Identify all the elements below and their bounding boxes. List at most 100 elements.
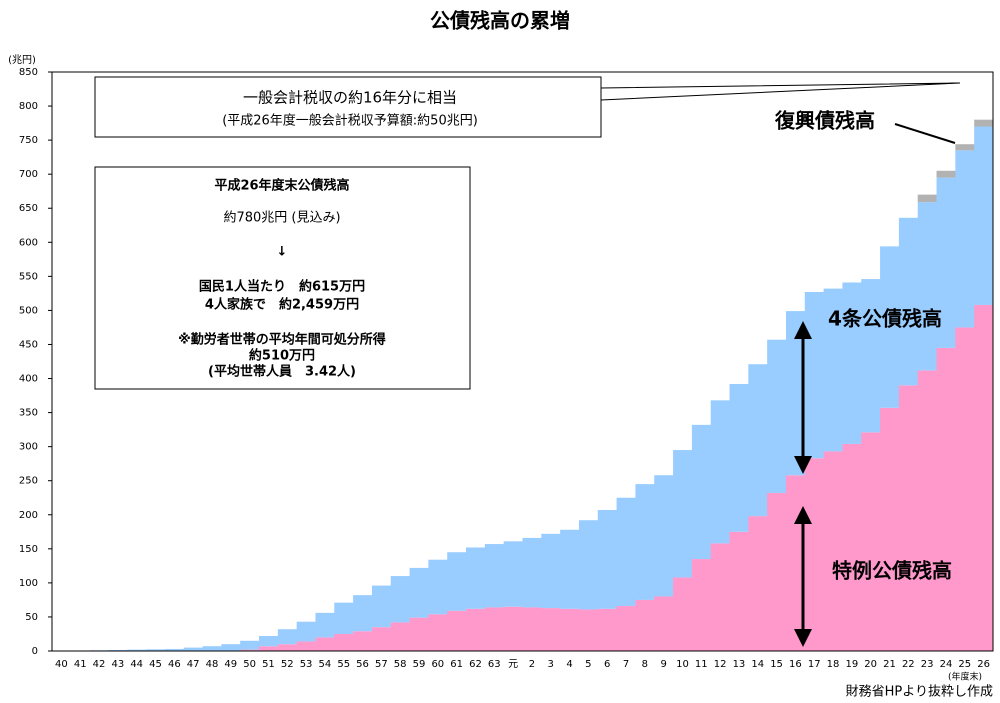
annotation: 約780兆円 (見込み) <box>223 211 340 226</box>
bar-segment <box>974 126 994 305</box>
bar-segment <box>673 577 693 651</box>
bar-segment <box>541 533 561 609</box>
bar-segment <box>748 516 768 651</box>
annotation: (平均世帯人員 3.42人) <box>208 364 356 380</box>
y-tick-label: 550 <box>19 271 38 282</box>
annotation-box <box>94 76 602 138</box>
bar-segment <box>804 292 825 459</box>
bar-segment <box>767 339 787 493</box>
bar-segment <box>861 432 881 651</box>
annotation: ※勤労者世帯の平均年間可処分所得 <box>178 332 386 348</box>
bar-segment <box>409 567 429 618</box>
x-tick-label: 8 <box>642 659 648 670</box>
y-tick-label: 300 <box>19 442 38 453</box>
bar-segment <box>296 621 316 642</box>
x-tick-label: 26 <box>977 659 990 670</box>
annotation: (平成26年度一般会計税収予算額:約50兆円) <box>222 113 478 129</box>
y-tick-label: 200 <box>19 510 38 521</box>
bar-segment <box>917 370 938 651</box>
bar-segment <box>691 424 712 560</box>
bar-segment <box>259 646 279 651</box>
y-tick-label: 250 <box>19 476 38 487</box>
x-tick-label: 52 <box>281 659 294 670</box>
bar-segment <box>597 509 618 609</box>
x-tick-label: 22 <box>902 659 915 670</box>
bar-segment <box>164 648 185 651</box>
bar-segment <box>578 609 599 651</box>
series-label: 復興債残高 <box>774 109 875 133</box>
bar-segment <box>654 596 674 651</box>
bar-segment <box>917 202 938 371</box>
bar-segment <box>616 497 636 607</box>
y-tick-label: 700 <box>19 169 38 180</box>
x-tick-label: 6 <box>604 659 610 670</box>
x-tick-label: 17 <box>808 659 821 670</box>
x-tick-label: 16 <box>789 659 802 670</box>
x-tick-label: 元 <box>508 659 518 670</box>
x-tick-label: 45 <box>149 659 162 670</box>
x-tick-label: 25 <box>958 659 971 670</box>
bar-segment <box>936 347 956 651</box>
x-tick-label: 50 <box>243 659 256 670</box>
bar-segment <box>371 627 392 651</box>
bar-segment <box>503 606 523 651</box>
x-tick-label: 12 <box>714 659 727 670</box>
y-tick-label: 0 <box>32 646 38 657</box>
x-tick-label: 3 <box>548 659 554 670</box>
bar-segment <box>823 288 843 452</box>
bar-segment <box>936 170 956 178</box>
x-tick-label: 58 <box>394 659 407 670</box>
bar-segment <box>390 576 411 623</box>
x-tick-label: 49 <box>224 659 237 670</box>
plot-frame <box>51 71 994 652</box>
bar-segment <box>315 637 335 651</box>
bar-segment <box>127 649 147 651</box>
bar-segment <box>955 327 975 651</box>
bar-segment <box>578 520 599 610</box>
bar-segment <box>522 537 542 608</box>
callout-line <box>600 82 961 101</box>
bar-segment <box>654 475 674 597</box>
bar-segment <box>974 304 994 651</box>
y-tick-label: 150 <box>19 544 38 555</box>
bar-segment <box>334 633 354 651</box>
bar-segment <box>466 608 486 651</box>
bar-segment <box>277 629 298 645</box>
bar-segment <box>428 559 448 615</box>
bar-segment <box>898 385 919 651</box>
y-tick-label: 600 <box>19 237 38 248</box>
annotation: 国民1人当たり 約615万円 <box>199 279 365 295</box>
y-tick-label: 800 <box>19 101 38 112</box>
bar-segment <box>503 541 523 607</box>
x-tick-label: 15 <box>770 659 783 670</box>
x-tick-label: 62 <box>469 659 482 670</box>
y-unit: (兆円) <box>8 54 36 66</box>
x-tick-label: 23 <box>921 659 934 670</box>
bar-segment <box>635 599 655 651</box>
x-tick-label: 63 <box>488 659 501 670</box>
bar-segment <box>108 649 128 651</box>
bar-segment <box>767 492 787 651</box>
x-tick-label: 24 <box>940 659 953 670</box>
x-tick-label: 9 <box>660 659 666 670</box>
series-label: 特例公債残高 <box>832 559 952 583</box>
bar-segment <box>466 547 486 609</box>
x-tick-label: 59 <box>413 659 426 670</box>
bar-segment <box>296 641 316 651</box>
series-label: 4条公債残高 <box>828 307 942 331</box>
bar-segment <box>353 595 373 632</box>
bar-segment <box>353 631 373 651</box>
bar-segment <box>146 649 166 651</box>
bar-segment <box>315 612 335 638</box>
x-tick-label: 53 <box>300 659 313 670</box>
x-tick-label: 19 <box>845 659 858 670</box>
bar-segment <box>955 144 975 151</box>
x-tick-label: 48 <box>206 659 219 670</box>
bar-segment <box>729 531 749 651</box>
annotation: ↓ <box>277 245 288 260</box>
bar-segment <box>710 400 731 544</box>
bar-segment <box>277 644 298 651</box>
bar-segment <box>334 602 354 634</box>
bar-segment <box>955 150 975 328</box>
